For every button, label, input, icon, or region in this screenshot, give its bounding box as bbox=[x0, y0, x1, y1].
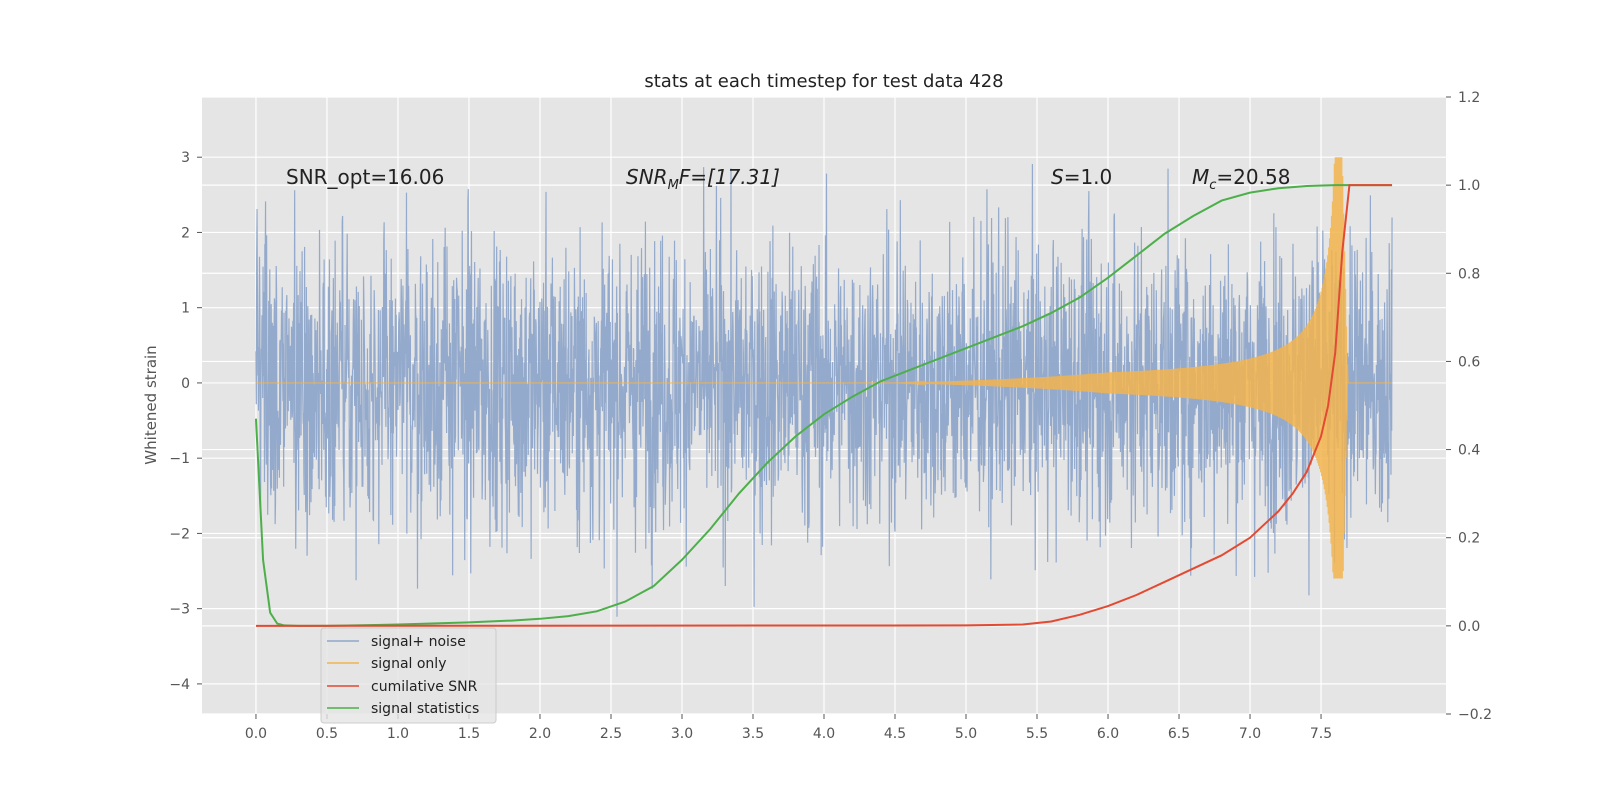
y-tick-label: −2 bbox=[169, 526, 190, 542]
x-tick-label: 1.0 bbox=[387, 726, 409, 742]
y2-tick-label: 1.2 bbox=[1458, 90, 1480, 106]
y2-tick-label: 0.6 bbox=[1458, 354, 1480, 370]
x-tick-label: 3.0 bbox=[671, 726, 693, 742]
y-tick-label: −3 bbox=[169, 602, 190, 618]
annotation-snr-mf: SNRMF=[17.31] bbox=[626, 165, 780, 193]
series-signal-only bbox=[255, 157, 1393, 579]
x-tick-label: 5.5 bbox=[1026, 726, 1048, 742]
x-tick-label: 6.5 bbox=[1168, 726, 1190, 742]
x-tick-label: 4.0 bbox=[813, 726, 835, 742]
y-tick-label: 1 bbox=[181, 301, 190, 317]
legend-label-cumulative-snr: cumilative SNR bbox=[371, 679, 478, 695]
x-tick-label: 5.0 bbox=[955, 726, 977, 742]
x-tick-label: 7.0 bbox=[1239, 726, 1261, 742]
x-tick-label: 7.5 bbox=[1310, 726, 1332, 742]
signal-only-trace bbox=[255, 157, 1393, 579]
y2-tick-label: 1.0 bbox=[1458, 178, 1480, 194]
y2-tick-label: 0.4 bbox=[1458, 443, 1480, 459]
x-tick-label: 6.0 bbox=[1097, 726, 1119, 742]
y-tick-label: 3 bbox=[181, 150, 190, 166]
y-tick-label: −4 bbox=[169, 677, 190, 693]
legend: signal+ noise signal only cumilative SNR… bbox=[320, 627, 497, 724]
series-signal-noise bbox=[255, 164, 1393, 617]
y-tick-label: 0 bbox=[181, 376, 190, 392]
annotations: SNR_opt=16.06 SNRMF=[17.31] S=1.0 Mc=20.… bbox=[286, 165, 1290, 193]
grid-lines bbox=[202, 96, 1446, 715]
axis-ticks: 0.0 0.5 1.0 1.5 2.0 2.5 3.0 3.5 4.0 4.5 5.0 5.5 6.0 6… bbox=[169, 90, 1492, 742]
signal-noise-trace bbox=[255, 164, 1393, 617]
x-tick-label: 4.5 bbox=[884, 726, 906, 742]
legend-box bbox=[320, 627, 497, 724]
x-tick-label: 3.5 bbox=[742, 726, 764, 742]
annotation-snr-opt: SNR_opt=16.06 bbox=[286, 165, 444, 189]
y-tick-label: 2 bbox=[181, 225, 190, 241]
y-tick-label: −1 bbox=[169, 451, 190, 467]
y-axis-label: Whitened strain bbox=[142, 345, 160, 464]
x-tick-label: 0.0 bbox=[245, 726, 267, 742]
y2-tick-label: 0.0 bbox=[1458, 619, 1480, 635]
y2-tick-label: −0.2 bbox=[1458, 707, 1492, 723]
annotation-mc: Mc=20.58 bbox=[1192, 165, 1290, 193]
annotation-s: S=1.0 bbox=[1051, 165, 1112, 189]
legend-label-signal-statistics: signal statistics bbox=[371, 701, 479, 717]
x-tick-label: 1.5 bbox=[458, 726, 480, 742]
x-tick-label: 0.5 bbox=[316, 726, 338, 742]
y2-tick-label: 0.2 bbox=[1458, 531, 1480, 547]
chart-title: stats at each timestep for test data 428 bbox=[644, 71, 1003, 92]
series-curves bbox=[254, 184, 1393, 627]
y2-tick-label: 0.8 bbox=[1458, 266, 1480, 282]
cumulative-snr-line bbox=[255, 184, 1393, 627]
legend-label-signal-only: signal only bbox=[371, 656, 446, 672]
legend-label-signal-noise: signal+ noise bbox=[371, 634, 466, 650]
x-tick-label: 2.5 bbox=[600, 726, 622, 742]
x-tick-label: 2.0 bbox=[529, 726, 551, 742]
